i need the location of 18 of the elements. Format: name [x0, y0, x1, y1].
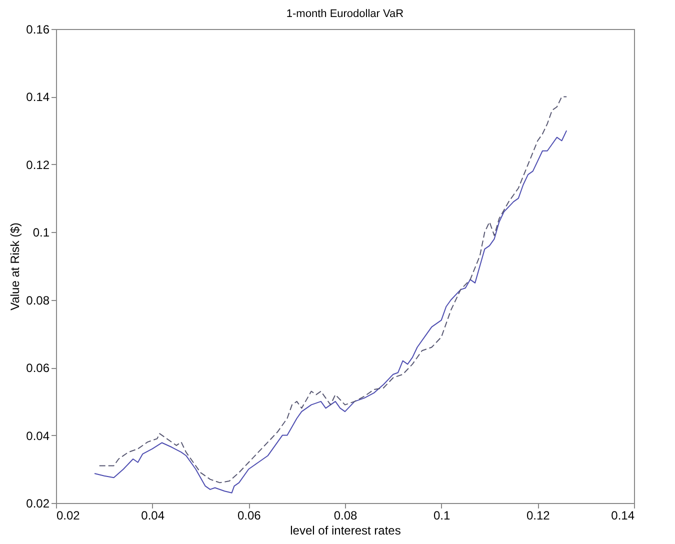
x-tick-label: 0.12: [526, 508, 550, 522]
x-tick-label: 0.02: [56, 508, 80, 522]
y-tick-label: 0.16: [26, 22, 50, 36]
y-axis-title: Value at Risk ($): [8, 222, 22, 310]
y-tick-label: 0.12: [26, 158, 50, 172]
y-tick-label: 0.02: [26, 496, 50, 510]
x-tick-label: 0.04: [141, 508, 165, 522]
chart-title: 1-month Eurodollar VaR: [286, 8, 404, 20]
y-tick-label: 0.1: [32, 226, 50, 240]
y-tick-label: 0.06: [26, 361, 50, 376]
x-tick-label: 0.06: [237, 508, 262, 522]
y-tick-label: 0.14: [26, 90, 50, 104]
x-tick-label: 0.1: [433, 508, 450, 522]
y-tick-label: 0.04: [26, 428, 50, 443]
x-tick-label: 0.08: [334, 508, 358, 522]
y-tick-label: 0.08: [26, 293, 50, 308]
x-tick-label: 0.14: [611, 508, 635, 522]
x-axis-title: level of interest rates: [290, 524, 401, 538]
